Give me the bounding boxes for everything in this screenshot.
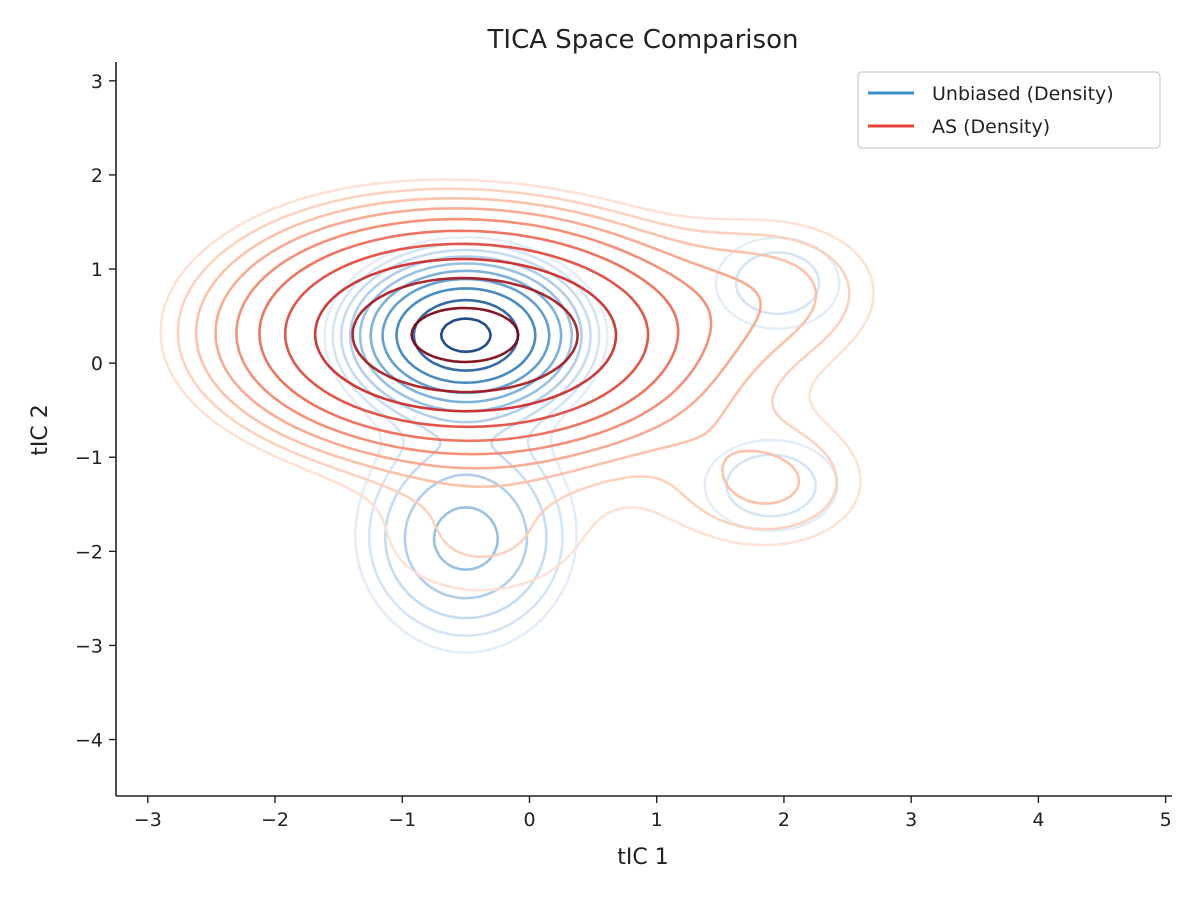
contour-level (381, 277, 551, 395)
y-tick-label: −1 (75, 447, 103, 469)
contour-level (351, 276, 579, 394)
legend-box (857, 71, 1161, 149)
contour-series-0 (323, 236, 841, 654)
x-axis-label: tIC 1 (617, 845, 668, 870)
x-tick-label: −2 (261, 809, 289, 831)
y-tick-label: 3 (91, 71, 103, 93)
y-tick-label: −4 (75, 730, 103, 752)
contour-level (176, 187, 851, 559)
x-tick-label: 2 (778, 809, 790, 831)
contour-level (159, 178, 875, 592)
contour-level (439, 317, 492, 354)
contour-level (412, 298, 520, 372)
contour-layer (159, 178, 875, 654)
x-tick-label: 0 (523, 809, 535, 831)
y-axis-label: tIC 2 (28, 404, 53, 455)
contour-series-1 (159, 178, 875, 592)
y-axis-ticks: −4 −3 −2 −1 0 1 2 3 (75, 71, 116, 752)
contour-level (410, 306, 520, 364)
contour-level (340, 248, 592, 620)
x-tick-label: −1 (388, 809, 416, 831)
contour-level (395, 287, 537, 384)
legend: Unbiased (Density) AS (Density) (857, 71, 1161, 149)
contour-level (283, 242, 650, 429)
y-tick-label: 1 (91, 259, 103, 281)
y-tick-label: 2 (91, 165, 103, 187)
x-tick-label: 5 (1160, 809, 1172, 831)
x-tick-label: 3 (905, 809, 917, 831)
y-tick-label: −3 (75, 635, 103, 657)
x-tick-label: −3 (134, 809, 162, 831)
legend-label-unbiased: Unbiased (Density) (932, 83, 1114, 105)
x-tick-label: 1 (651, 809, 663, 831)
x-tick-label: 4 (1032, 809, 1044, 831)
x-axis-ticks: −3 −2 −1 0 1 2 3 4 5 (134, 796, 1172, 831)
legend-label-as: AS (Density) (932, 116, 1050, 138)
contour-level (258, 229, 680, 443)
contour-level (331, 242, 821, 637)
contour-level (235, 217, 713, 456)
y-tick-label: −2 (75, 541, 103, 563)
chart-title: TICA Space Comparison (487, 25, 799, 55)
contour-level (214, 207, 762, 470)
contour-level (313, 257, 618, 413)
contour-level (194, 197, 818, 505)
y-tick-label: 0 (91, 353, 103, 375)
